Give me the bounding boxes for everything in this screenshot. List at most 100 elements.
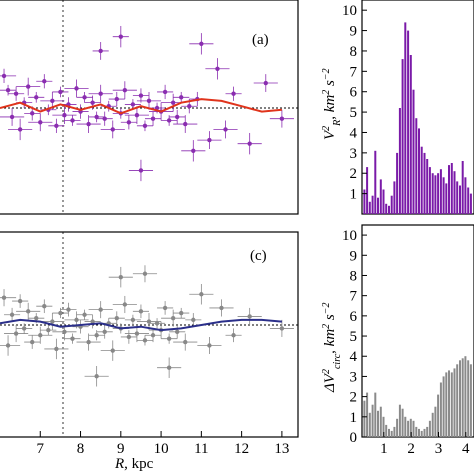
x-tick-label: 11 [194, 441, 208, 457]
panel-a-frame [0, 0, 299, 215]
data-point [62, 329, 67, 335]
data-point [183, 339, 188, 345]
data-point [70, 336, 75, 341]
data-point [13, 331, 19, 336]
hist-bar [415, 118, 418, 214]
hist-bar [418, 128, 420, 214]
hist-bar [420, 430, 423, 437]
hist-bar [366, 392, 369, 437]
data-point [179, 310, 184, 316]
hist-bar [469, 193, 472, 214]
hist-bar [467, 187, 470, 214]
data-point [110, 127, 115, 132]
hist-bar [415, 426, 418, 437]
data-point [118, 34, 124, 39]
data-point [146, 98, 152, 104]
data-point [21, 326, 27, 331]
hist-bar [385, 203, 388, 214]
data-point [166, 336, 172, 341]
x-tick-label: 9 [117, 441, 125, 457]
panel-d-yticks: 0 1 2 3 4 5 6 7 8 9 10 [342, 228, 367, 446]
hist-bar [368, 412, 371, 437]
data-point [130, 317, 136, 323]
data-point [58, 310, 63, 316]
data-point [54, 123, 59, 129]
panel-c-curve [0, 318, 282, 332]
data-point [279, 116, 285, 121]
data-point [150, 116, 156, 121]
data-point [122, 87, 128, 93]
data-point [90, 100, 95, 105]
hist-bar [371, 404, 374, 437]
hist-bar [442, 177, 445, 214]
data-point [50, 319, 55, 324]
data-point [138, 168, 144, 173]
hist-bar [412, 420, 415, 437]
data-point [126, 120, 132, 125]
hist-bar [379, 406, 382, 437]
data-point [247, 314, 252, 319]
hist-bar [418, 428, 420, 437]
data-point [54, 346, 59, 352]
hist-bar [453, 171, 456, 214]
y-tick-label: 9 [350, 248, 358, 264]
data-point [46, 327, 51, 333]
hist-bar [412, 89, 415, 214]
panel-c-xlabel: R, kpc [114, 456, 154, 472]
data-point [187, 104, 192, 109]
panel-d-ylabel: ΔV2circ, km2 s−2 [321, 302, 343, 393]
data-point [191, 148, 196, 153]
data-point [25, 84, 31, 89]
data-point [30, 111, 35, 116]
hist-bar [420, 146, 423, 214]
hist-bar [426, 159, 429, 214]
panel-b-yticks: 1 2 3 4 5 6 7 8 9 10 [342, 3, 367, 203]
y-tick-label: 7 [350, 289, 358, 305]
hist-bar [368, 201, 371, 214]
hist-bar [431, 412, 434, 437]
panel-c-frame [0, 231, 299, 438]
data-point [82, 95, 87, 100]
hist-bar [409, 55, 412, 214]
panel-a-scatter: (a) [0, 0, 299, 215]
y-tick-label: 10 [342, 228, 357, 244]
data-point [17, 127, 23, 132]
y-tick-label: 5 [350, 105, 358, 121]
hist-bar [448, 165, 450, 214]
hist-bar [442, 376, 445, 437]
x-tick-label: 8 [77, 441, 85, 457]
hist-bar [423, 428, 426, 437]
hist-bar [428, 167, 431, 214]
data-point [183, 121, 188, 127]
data-point [130, 102, 136, 107]
data-point [154, 105, 160, 111]
data-point [38, 333, 43, 338]
data-point [98, 48, 103, 54]
data-point [150, 333, 156, 338]
data-point [94, 114, 99, 120]
hist-bar [379, 179, 382, 214]
data-point [166, 118, 172, 123]
data-point [154, 321, 160, 326]
data-point [25, 309, 31, 314]
hist-bar [371, 195, 374, 214]
data-point [38, 120, 43, 125]
hist-bar [445, 372, 448, 437]
panel-a-label: (a) [252, 32, 269, 48]
data-point [215, 66, 220, 71]
hist-bar [431, 173, 434, 214]
hist-bar [464, 177, 467, 214]
data-point [13, 91, 19, 96]
data-point [231, 91, 236, 96]
data-point [114, 96, 119, 102]
y-tick-label: 8 [350, 44, 358, 60]
data-point [223, 127, 228, 132]
hist-bar [459, 360, 461, 437]
data-point [94, 333, 99, 338]
panel-c-scatter: (c) 7 8 9 10 11 12 13 R, kpc [0, 231, 299, 472]
hist-bar [401, 59, 404, 214]
panel-c-xlabel-units: , kpc [124, 456, 154, 472]
hist-bar [363, 400, 366, 437]
hist-bar [461, 358, 464, 437]
data-point [34, 95, 39, 100]
